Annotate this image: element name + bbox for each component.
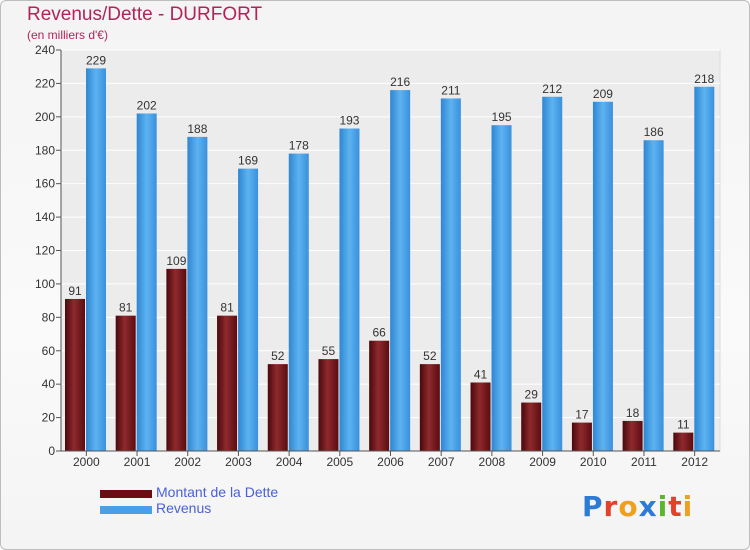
data-label-debt: 91 — [68, 284, 82, 298]
data-label-revenue: 211 — [441, 83, 460, 97]
data-label-revenue: 229 — [86, 53, 106, 67]
data-label-debt: 18 — [626, 406, 640, 420]
y-tick-label: 140 — [35, 210, 55, 224]
logo-letter: t — [668, 490, 683, 523]
data-label-revenue: 193 — [339, 114, 359, 128]
data-label-revenue: 209 — [593, 87, 613, 101]
x-tick-label: 2010 — [580, 455, 607, 469]
bar-revenue — [643, 140, 664, 451]
bar-debt — [571, 422, 592, 451]
bar-revenue — [288, 153, 309, 451]
x-tick-label: 2001 — [124, 455, 151, 469]
data-label-debt: 17 — [575, 408, 589, 422]
x-tick-label: 2005 — [326, 455, 353, 469]
data-label-revenue: 202 — [137, 98, 157, 112]
bar-debt — [470, 382, 491, 451]
proxiti-logo: Proxiti — [582, 490, 693, 523]
logo-letter: i — [682, 490, 694, 523]
data-label-revenue: 218 — [694, 72, 714, 86]
bar-debt — [166, 268, 187, 451]
data-label-revenue: 186 — [644, 125, 664, 139]
bar-revenue — [136, 113, 157, 451]
x-tick-label: 2002 — [174, 455, 201, 469]
chart-title: Revenus/Dette - DURFORT — [27, 4, 263, 25]
logo-letter: x — [638, 490, 658, 523]
bar-revenue — [238, 168, 259, 452]
bar-revenue — [86, 68, 106, 452]
x-tick-label: 2007 — [428, 455, 455, 469]
bar-debt — [521, 402, 542, 451]
data-label-debt: 41 — [474, 367, 488, 381]
bar-debt — [65, 298, 85, 451]
bar-debt — [673, 432, 694, 451]
x-tick-label: 2003 — [225, 455, 252, 469]
bar-revenue — [491, 125, 512, 451]
data-label-debt: 66 — [372, 326, 386, 340]
x-tick-label: 2011 — [631, 455, 657, 469]
data-label-revenue: 169 — [238, 154, 258, 168]
data-label-revenue: 212 — [542, 82, 562, 96]
data-label-debt: 55 — [322, 344, 336, 358]
data-label-revenue: 188 — [187, 122, 207, 136]
y-tick-label: 200 — [35, 110, 55, 124]
chart-subtitle: (en milliers d'€) — [27, 28, 108, 42]
legend-label-revenue: Revenus — [156, 500, 212, 516]
bar-revenue — [187, 136, 208, 451]
data-label-revenue: 195 — [492, 110, 512, 124]
logo-letter: o — [618, 490, 639, 523]
x-tick-label: 2000 — [73, 455, 100, 469]
y-tick-label: 120 — [35, 244, 55, 258]
bar-debt — [622, 420, 643, 451]
bar-revenue — [390, 90, 411, 451]
data-label-debt: 29 — [525, 388, 539, 402]
bar-debt — [115, 315, 136, 451]
y-tick-label: 100 — [35, 277, 55, 291]
bar-debt — [318, 359, 339, 451]
data-label-debt: 52 — [423, 349, 437, 363]
bar-revenue — [542, 96, 563, 452]
logo-letter: P — [582, 490, 604, 523]
y-tick-label: 180 — [35, 143, 55, 157]
legend-swatch-debt — [100, 490, 152, 498]
y-tick-label: 40 — [42, 377, 56, 391]
bar-debt — [267, 364, 288, 451]
x-tick-label: 2012 — [681, 455, 708, 469]
x-tick-label: 2009 — [529, 455, 556, 469]
y-tick-label: 0 — [48, 444, 55, 458]
bar-debt — [419, 364, 440, 451]
data-label-debt: 11 — [677, 418, 690, 432]
data-label-debt: 81 — [119, 301, 133, 315]
bar-revenue — [592, 101, 613, 451]
bar-revenue — [694, 86, 715, 451]
y-tick-label: 220 — [35, 76, 55, 90]
data-label-revenue: 178 — [289, 139, 309, 153]
x-tick-label: 2008 — [479, 455, 506, 469]
y-tick-label: 60 — [42, 344, 56, 358]
bar-debt — [369, 340, 390, 451]
legend-label-debt: Montant de la Dette — [156, 484, 279, 500]
bar-revenue — [440, 98, 461, 452]
data-label-debt: 81 — [220, 301, 234, 315]
x-tick-label: 2004 — [276, 455, 303, 469]
logo-letter: i — [657, 490, 669, 523]
y-tick-label: 20 — [42, 411, 56, 425]
x-tick-label: 2006 — [377, 455, 404, 469]
data-label-debt: 109 — [166, 254, 186, 268]
bar-debt — [217, 315, 238, 451]
y-tick-label: 160 — [35, 177, 55, 191]
logo-letter: r — [603, 490, 619, 523]
data-label-debt: 52 — [271, 349, 285, 363]
data-label-revenue: 216 — [390, 75, 410, 89]
legend-swatch-revenue — [100, 506, 152, 514]
y-tick-label: 80 — [42, 310, 56, 324]
y-tick-label: 240 — [35, 43, 55, 57]
bar-revenue — [339, 128, 360, 451]
